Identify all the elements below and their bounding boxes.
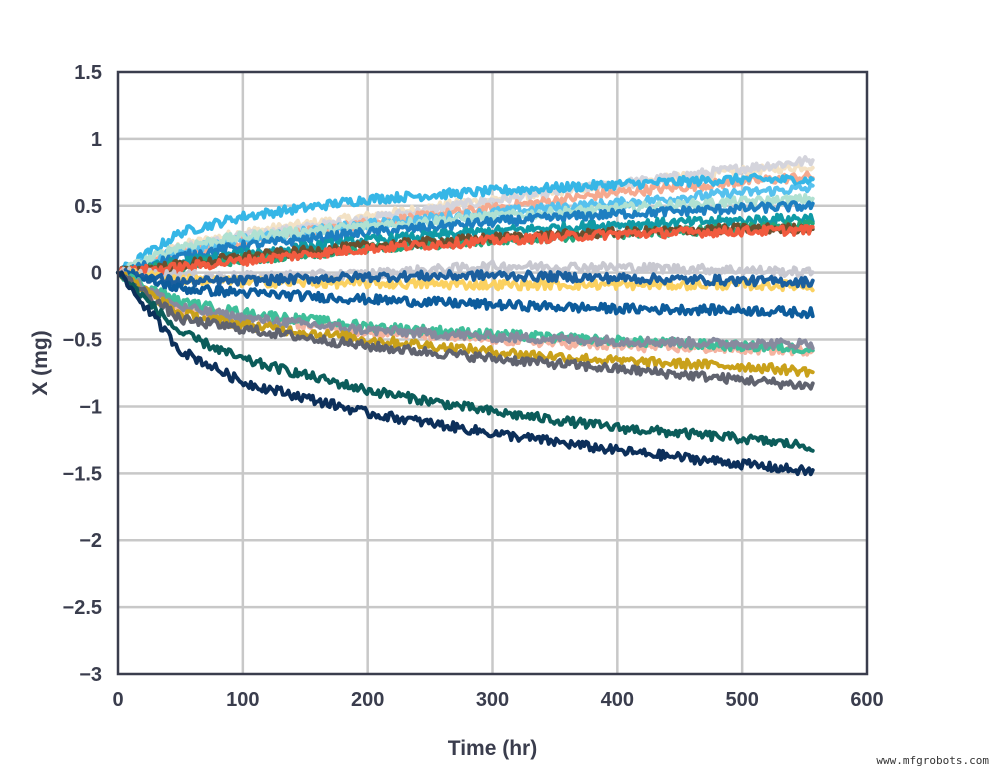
- series-line-6: [116, 193, 815, 276]
- y-tick-label: 0: [91, 263, 102, 285]
- x-tick-label: 300: [476, 689, 509, 711]
- series-group: [116, 155, 815, 477]
- x-tick-label: 100: [226, 689, 259, 711]
- series-line-22: [116, 270, 815, 477]
- series-line-18: [116, 269, 815, 351]
- grid: [118, 72, 867, 674]
- x-tick-label: 0: [112, 689, 123, 711]
- y-tick-label: −3: [79, 664, 102, 686]
- y-tick-label: −1.5: [63, 463, 102, 485]
- x-tick-label: 400: [601, 689, 634, 711]
- y-axis-title: X (mg): [29, 330, 52, 395]
- y-tick-labels: 1.5 1 0.5 0 −0.5 −1 −1.5 −2 −2.5 −3: [63, 62, 102, 686]
- plot-frame: [116, 70, 869, 676]
- series-line-14: [116, 268, 815, 289]
- series-line-20: [116, 270, 815, 391]
- y-tick-label: −2.5: [63, 597, 102, 619]
- series-line-11: [116, 224, 815, 279]
- y-tick-label: 0.5: [74, 196, 102, 218]
- x-tick-labels: 0 100 200 300 400 500 600: [112, 689, 883, 711]
- series-line-12: [116, 259, 815, 283]
- watermark: www.mfgrobots.com: [876, 754, 989, 767]
- series-line-8: [116, 212, 815, 277]
- y-tick-label: −0.5: [63, 330, 102, 352]
- x-tick-label: 600: [850, 689, 883, 711]
- y-tick-label: 1: [91, 129, 102, 151]
- y-tick-label: −1: [79, 396, 102, 418]
- series-line-15: [116, 270, 815, 320]
- y-tick-label: 1.5: [74, 62, 102, 84]
- x-tick-label: 200: [351, 689, 384, 711]
- series-line-21: [116, 270, 815, 453]
- series-line-7: [116, 200, 815, 277]
- y-tick-label: −2: [79, 530, 102, 552]
- series-line-4: [116, 172, 815, 275]
- x-tick-label: 500: [725, 689, 758, 711]
- x-axis-title: Time (hr): [448, 737, 537, 760]
